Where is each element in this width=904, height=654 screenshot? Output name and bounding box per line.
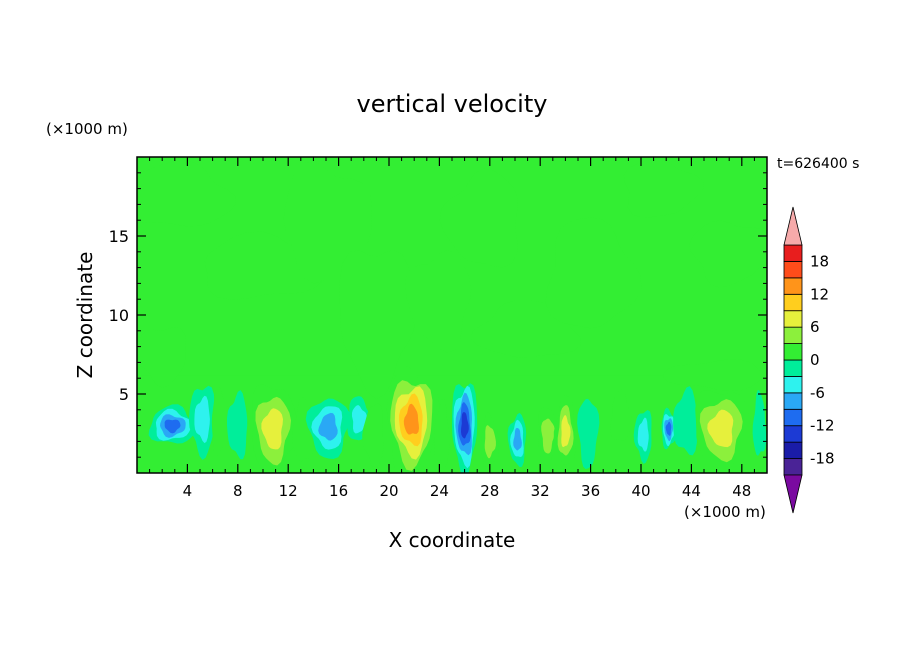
upper-patch-4 (404, 250, 472, 353)
cell-contour-160 (577, 398, 600, 469)
cell-contour-3 (164, 419, 181, 434)
x-axis-label: X coordinate (389, 528, 516, 552)
cell-contour-114 (461, 412, 469, 439)
colorbar-tick-label: -6 (810, 384, 825, 402)
y-tick-label: 5 (119, 385, 129, 404)
colorbar-bin (783, 293, 803, 312)
cell-contour-30 (227, 390, 248, 460)
x-tick-label: 48 (732, 482, 751, 500)
cell-contour-152 (561, 415, 571, 448)
x-tick-label: 24 (430, 482, 449, 500)
cell-contour-80 (362, 403, 384, 469)
upper-patch-8 (623, 158, 704, 218)
x-tick-label: 20 (379, 482, 398, 500)
upper-patch-9 (689, 220, 767, 288)
upper-patch-0 (137, 160, 236, 227)
colorbar-tick-label: 0 (810, 351, 820, 369)
x-tick-label: 32 (531, 482, 550, 500)
cell-contour-100 (434, 398, 450, 467)
colorbar-bin (783, 376, 803, 394)
cell-contour-220 (752, 389, 767, 456)
cell-contour-62 (318, 412, 338, 441)
colorbar-tick-label: 18 (810, 252, 829, 270)
cell-contour-132 (513, 428, 522, 451)
x-tick-label: 44 (682, 482, 701, 500)
colorbar-extend-bottom (783, 474, 803, 514)
upper-patch-3 (339, 249, 416, 400)
cell-contour-212 (707, 409, 734, 448)
colorbar-bin (783, 458, 803, 476)
x-tick-label: 40 (631, 482, 650, 500)
colorbar: 18 12 6 0 -6 -12 -18 (783, 206, 835, 514)
x-tick-label: 16 (329, 482, 348, 500)
colorbar-extend-top (783, 206, 803, 246)
colorbar-bin (783, 425, 803, 443)
colorbar-tick-label: 6 (810, 318, 820, 336)
cell-contour-200 (673, 386, 699, 456)
x-tick-label: 28 (480, 482, 499, 500)
cell-contour-94 (403, 403, 419, 435)
colorbar-bin (783, 244, 803, 262)
upper-patch-7 (545, 217, 642, 329)
cell-contour-181 (637, 417, 649, 452)
time-label: t=626400 s (777, 156, 859, 172)
cell-contour-141 (541, 418, 555, 454)
upper-patch-5 (439, 168, 518, 268)
x-tick-label: 36 (581, 482, 600, 500)
colorbar-tick-label: -18 (810, 450, 835, 468)
y-axis-label: Z coordinate (73, 252, 97, 379)
colorbar-bin (783, 408, 803, 427)
x-tick-label: 12 (279, 482, 298, 500)
colorbar-bin (783, 392, 803, 410)
upper-patch-10 (137, 327, 186, 388)
colorbar-tick-label: -12 (810, 417, 835, 435)
y-tick-label: 15 (109, 227, 129, 246)
contour-field (137, 157, 767, 473)
cell-contour-193 (665, 421, 672, 436)
x-tick-label: 4 (183, 482, 193, 500)
cell-contour-170 (610, 389, 632, 442)
colorbar-bin (783, 326, 803, 344)
x-unit-label: (×1000 m) (684, 503, 766, 521)
colorbar-bin (783, 261, 803, 279)
cell-contour-71 (352, 405, 367, 434)
cell-contour-20 (211, 386, 230, 456)
cell-contour-11 (194, 395, 210, 444)
y-tick-label: 10 (109, 306, 129, 325)
colorbar-bin (783, 343, 803, 361)
colorbar-bin (783, 441, 803, 459)
colorbar-bin (783, 277, 803, 295)
cell-contour-121 (484, 425, 496, 459)
colorbar-tick-label: 12 (810, 285, 829, 303)
colorbar-bin (783, 310, 803, 328)
colorbar-bin (783, 359, 803, 377)
x-tick-label: 8 (233, 482, 243, 500)
y-unit-label: (×1000 m) (46, 120, 128, 138)
cell-contour-42 (261, 408, 283, 450)
chart-title: vertical velocity (357, 90, 548, 118)
upper-patch-11 (663, 359, 765, 391)
